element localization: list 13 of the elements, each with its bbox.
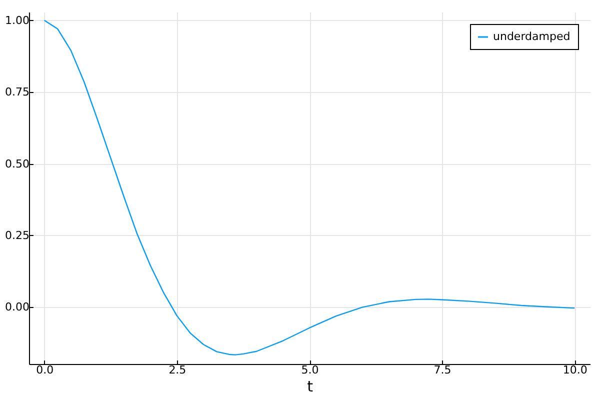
x-tick-label: 10.0 xyxy=(562,364,588,376)
x-tick-label: 7.5 xyxy=(434,364,452,376)
y-tick-label: 0.50 xyxy=(5,157,30,170)
y-tick-label: 0.00 xyxy=(5,300,30,314)
y-tick-label: 0.75 xyxy=(5,86,30,99)
y-tick-label: 0.25 xyxy=(5,228,30,242)
legend-label: underdamped xyxy=(493,30,570,43)
x-axis-title: t xyxy=(307,378,314,396)
y-tick-label: 1.00 xyxy=(5,14,30,27)
x-tick-label: 5.0 xyxy=(301,364,319,376)
x-tick-label: 2.5 xyxy=(168,364,186,376)
x-tick-label: 0.0 xyxy=(36,364,54,376)
line-series xyxy=(44,20,576,356)
